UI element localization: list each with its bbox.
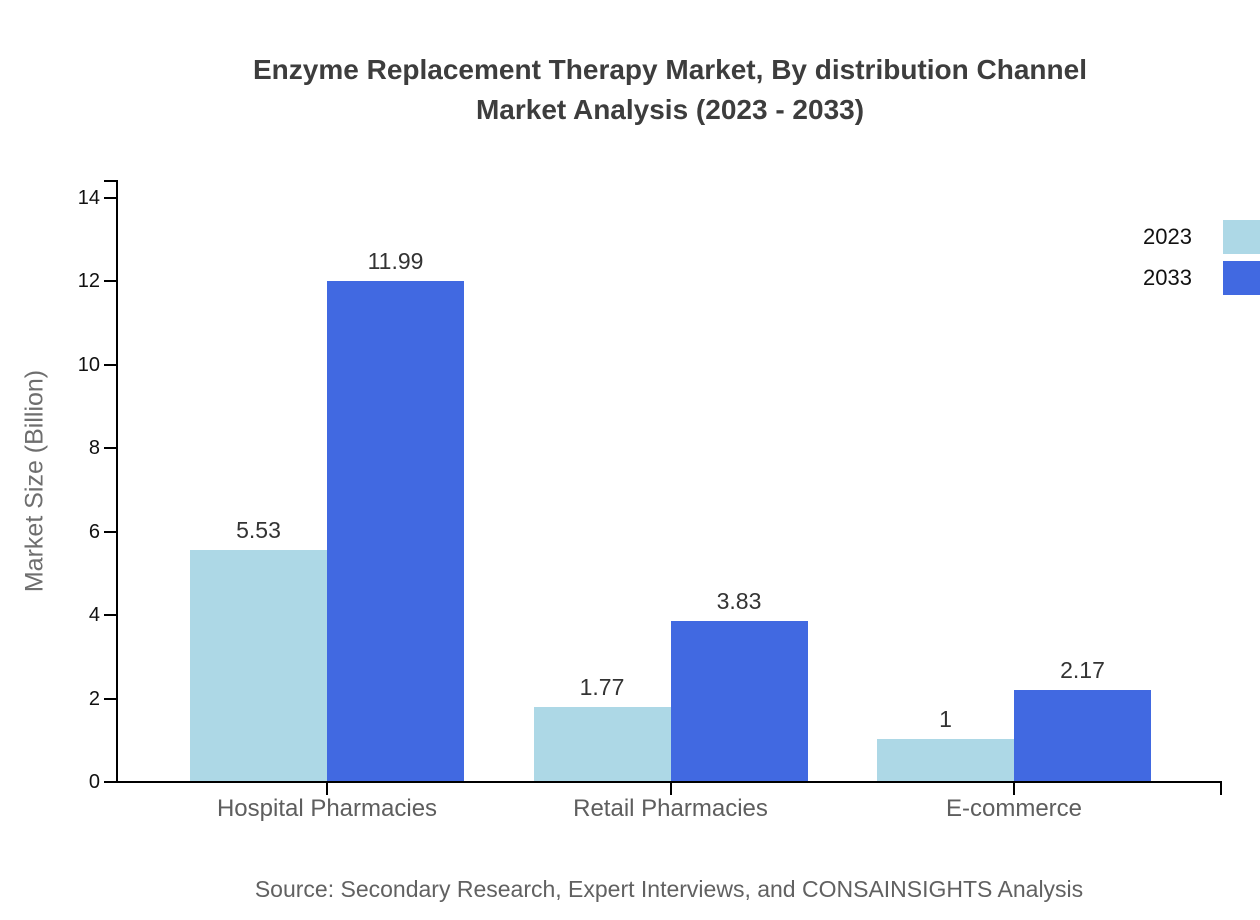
legend-swatch-2023 — [1223, 220, 1260, 254]
y-tick-0 — [104, 781, 116, 783]
y-tick-label-12: 12 — [77, 270, 100, 293]
bar-value-2023-hospital-pharmacies: 5.53 — [236, 517, 281, 544]
y-tick-label-10: 10 — [77, 353, 100, 376]
y-tick-label-2: 2 — [88, 687, 100, 710]
bar-2033-retail-pharmacies — [670, 621, 808, 781]
x-tick-retail-pharmacies — [669, 781, 672, 795]
y-tick-14 — [104, 197, 116, 199]
bar-2023-hospital-pharmacies — [190, 550, 327, 781]
y-tick-label-4: 4 — [88, 604, 100, 627]
bar-2023-e-commerce — [877, 739, 1014, 781]
y-tick-label-0: 0 — [88, 771, 100, 793]
x-category-label-e-commerce: E-commerce — [945, 795, 1083, 822]
legend-swatch-2033 — [1223, 261, 1260, 295]
x-tick-e-commerce — [1013, 781, 1015, 795]
legend-item-2033: 2033 — [0, 261, 1260, 295]
x-axis-end-cap — [1220, 781, 1222, 795]
bar-value-2023-e-commerce: 1 — [939, 706, 952, 733]
y-axis-spine — [116, 180, 118, 783]
y-tick-label-8: 8 — [88, 437, 100, 460]
x-category-label-hospital-pharmacies: Hospital Pharmacies — [216, 795, 438, 822]
y-tick-12 — [104, 280, 116, 283]
y-tick-label-6: 6 — [88, 520, 100, 543]
chart-title-line2: Market Analysis (2023 - 2033) — [475, 94, 865, 125]
chart-title-line1: Enzyme Replacement Therapy Market, By di… — [253, 54, 1087, 85]
y-tick-2 — [104, 697, 116, 700]
source-note: Source: Secondary Research, Expert Inter… — [254, 876, 1084, 902]
legend-label-2033: 2033 — [1143, 265, 1192, 290]
y-tick-4 — [104, 614, 116, 617]
y-tick-10 — [104, 363, 116, 366]
legend-label-2023: 2023 — [1143, 224, 1192, 249]
x-category-label-retail-pharmacies: Retail Pharmacies — [573, 795, 768, 822]
y-axis-title: Market Size (Billion) — [20, 369, 49, 593]
bar-2033-hospital-pharmacies — [327, 280, 464, 781]
bar-2033-e-commerce — [1014, 690, 1151, 781]
y-tick-8 — [104, 447, 116, 450]
bar-2023-retail-pharmacies — [533, 707, 671, 781]
y-tick-label-14: 14 — [77, 187, 100, 209]
bar-value-2033-e-commerce: 2.17 — [1060, 657, 1105, 684]
y-tick-6 — [104, 530, 116, 533]
bar-value-2033-retail-pharmacies: 3.83 — [716, 588, 762, 615]
chart-title: Enzyme Replacement Therapy Market, By di… — [140, 50, 1200, 130]
y-axis-top-cap — [104, 180, 118, 182]
legend-item-2023: 2023 — [0, 220, 1260, 254]
x-axis-spine — [104, 781, 1222, 783]
x-tick-hospital-pharmacies — [326, 781, 328, 795]
bar-value-2033-hospital-pharmacies: 11.99 — [367, 247, 424, 274]
bar-value-2023-retail-pharmacies: 1.77 — [579, 674, 625, 701]
